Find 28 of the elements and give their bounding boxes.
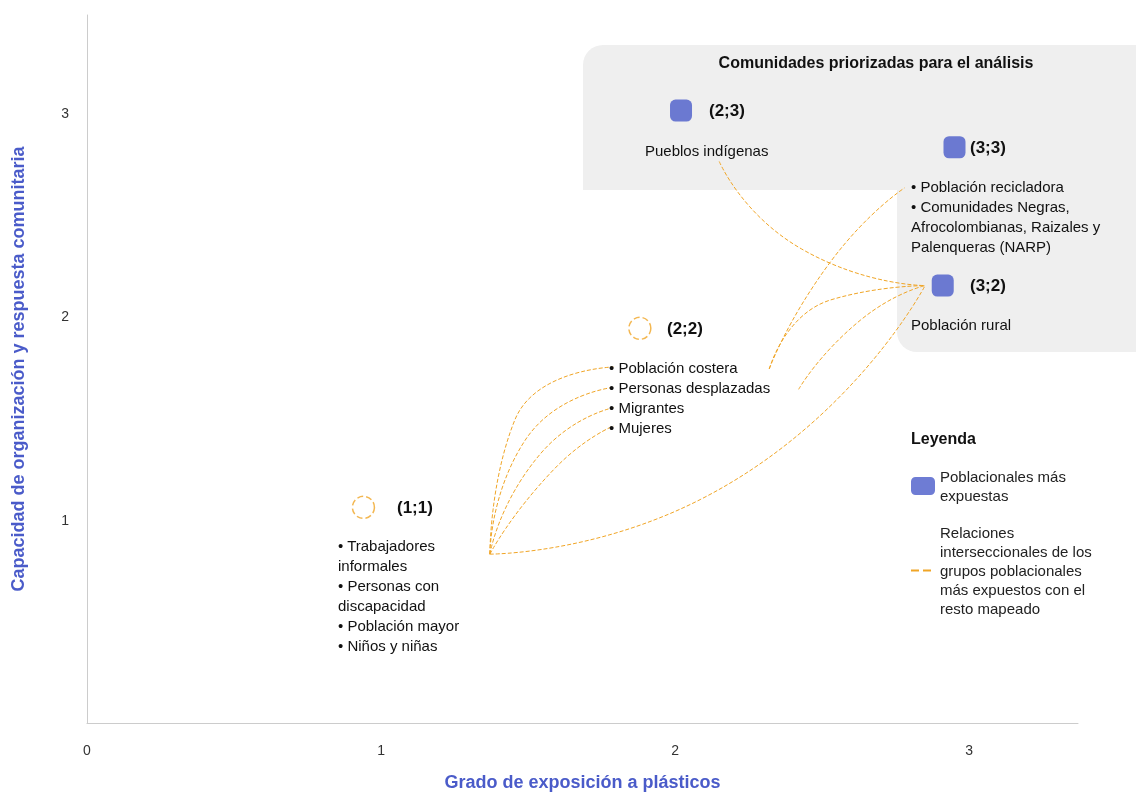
- y-tick-label: 1: [61, 511, 70, 528]
- y-tick-label: 3: [61, 104, 70, 121]
- x-tick-label: 0: [83, 742, 92, 758]
- point: [670, 99, 693, 122]
- annotation: (2;3): [709, 100, 745, 120]
- legend-label: Poblacionales más expuestas: [940, 468, 1071, 504]
- annotation: (2;2): [667, 318, 703, 338]
- point: [931, 274, 954, 297]
- point: [628, 316, 652, 341]
- annotation: (1;1): [397, 497, 433, 517]
- annotation: Comunidades priorizadas para el análisis: [718, 53, 1034, 71]
- annotation: • Trabajadores informales • Personas con discapacidad • Población mayor • Niños y niñas: [338, 536, 460, 654]
- y-tick-label: 2: [61, 308, 70, 325]
- annotation: • Población recicladora • Comunidades Negras, Afrocolombianas, Raizales y Palenqueras (NARP): [911, 177, 1101, 255]
- legend-label: Relaciones interseccionales de los grupos poblacionales más expuestos con el resto mapeado: [940, 524, 1096, 617]
- annotation: • Población costera • Personas desplazadas • Migrantes • Mujeres: [609, 358, 771, 436]
- point: [351, 495, 376, 520]
- x-tick-label: 3: [965, 742, 974, 758]
- x-tick-label: 2: [671, 742, 680, 758]
- annotation: Población rural: [911, 315, 1012, 333]
- x-tick-label: 1: [377, 742, 386, 758]
- x-axis-title: Grado de exposición a plásticos: [444, 772, 721, 792]
- point: [943, 136, 966, 159]
- annotation: Pueblos indígenas: [645, 141, 769, 159]
- y-axis-title: Capacidad de organización y respuesta comunitaria: [8, 145, 28, 592]
- legend-title: Leyenda: [911, 429, 977, 447]
- annotation: (3;2): [970, 275, 1006, 295]
- annotation: (3;3): [970, 137, 1006, 157]
